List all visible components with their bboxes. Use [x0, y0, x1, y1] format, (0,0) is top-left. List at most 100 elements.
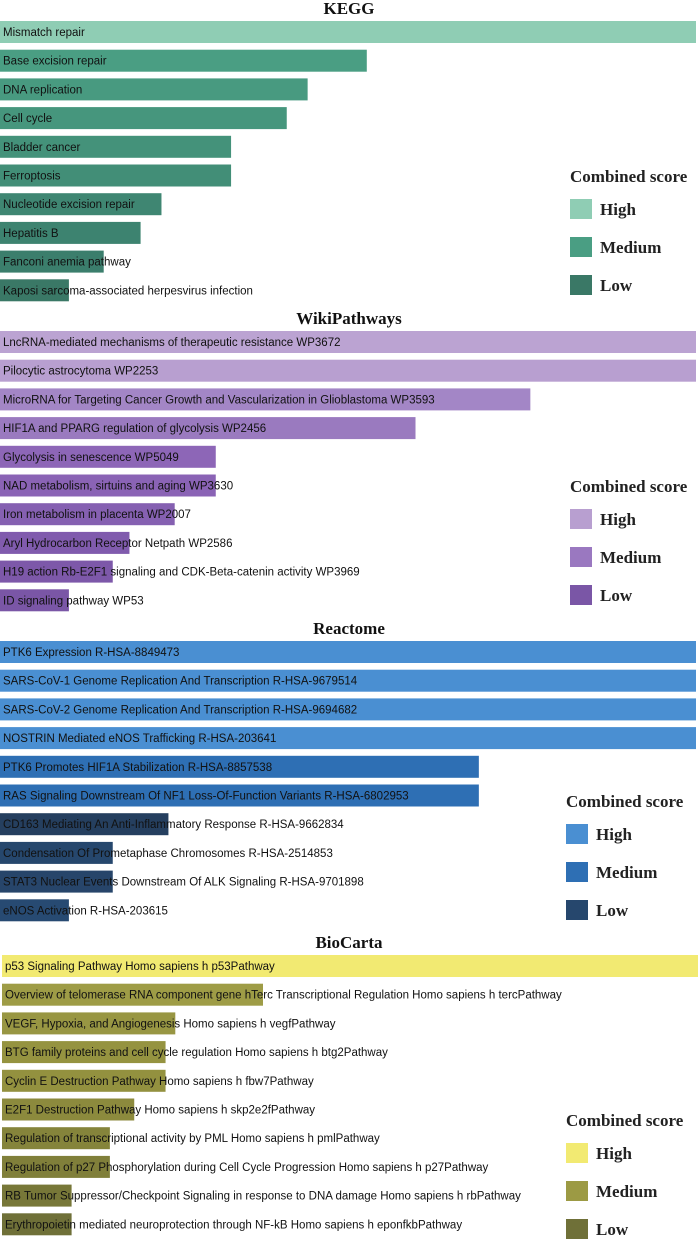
bar-kegg-0	[0, 21, 696, 43]
panel-biocarta: BioCarta p53 Signaling Pathway Homo sapie…	[2, 933, 698, 1239]
bar-wikipathways-3	[0, 417, 416, 440]
bar-label-reactome-2: SARS-CoV-2 Genome Replication And Transc…	[3, 704, 357, 716]
legend-title-kegg: Combined score	[570, 167, 688, 186]
bar-biocarta-0	[2, 955, 698, 977]
bar-reactome-8	[0, 870, 113, 893]
panel-title-reactome: Reactome	[313, 619, 385, 638]
bar-label-reactome-6: CD163 Mediating An Anti-Inflammatory Res…	[3, 819, 344, 831]
legend-swatch-reactome-high	[566, 824, 588, 844]
bar-label-biocarta-2: VEGF, Hypoxia, and Angiogenesis Homo sap…	[5, 1018, 336, 1030]
legend-label-wikipathways-low: Low	[600, 586, 633, 605]
legend-label-biocarta-medium: Medium	[596, 1182, 657, 1201]
bar-biocarta-5	[2, 1098, 135, 1121]
legend-label-kegg-low: Low	[600, 276, 633, 295]
legend-title-biocarta: Combined score	[566, 1111, 684, 1130]
panel-title-kegg: KEGG	[323, 0, 374, 18]
bar-wikipathways-8	[0, 560, 113, 583]
bar-label-biocarta-5: E2F1 Destruction Pathway Homo sapiens h …	[5, 1105, 315, 1117]
bar-reactome-7	[0, 841, 113, 864]
legend-label-reactome-low: Low	[596, 901, 629, 920]
bar-label-wikipathways-3: HIF1A and PPARG regulation of glycolysis…	[3, 423, 266, 435]
bar-wikipathways-9	[0, 589, 69, 612]
bar-biocarta-7	[2, 1155, 110, 1178]
bar-kegg-5	[0, 164, 232, 187]
bar-label-wikipathways-4: Glycolysis in senescence WP5049	[3, 452, 179, 464]
bar-label-wikipathways-0: LncRNA-mediated mechanisms of therapeuti…	[3, 337, 341, 349]
bar-biocarta-8	[2, 1184, 72, 1207]
legend-label-kegg-high: High	[600, 200, 636, 219]
legend-swatch-kegg-low	[570, 275, 592, 295]
bar-reactome-5	[0, 784, 479, 807]
bar-biocarta-2	[2, 1012, 176, 1035]
bar-label-kegg-1: Base excision repair	[3, 56, 107, 68]
legend-swatch-biocarta-low	[566, 1219, 588, 1239]
bar-label-biocarta-4: Cyclin E Destruction Pathway Homo sapien…	[5, 1076, 314, 1088]
bar-wikipathways-0	[0, 331, 696, 353]
bar-label-wikipathways-7: Aryl Hydrocarbon Receptor Netpath WP2586	[3, 538, 232, 550]
legend-label-biocarta-high: High	[596, 1144, 632, 1163]
bar-label-biocarta-9: Erythropoietin mediated neuroprotection …	[5, 1219, 462, 1231]
legend-label-reactome-high: High	[596, 825, 632, 844]
bar-wikipathways-1	[0, 359, 696, 382]
bar-label-kegg-2: DNA replication	[3, 84, 82, 96]
legend-title-wikipathways: Combined score	[570, 477, 688, 496]
bar-reactome-6	[0, 813, 169, 836]
bar-reactome-0	[0, 641, 696, 663]
panel-title-biocarta: BioCarta	[315, 933, 383, 952]
bar-label-biocarta-1: Overview of telomerase RNA component gen…	[5, 990, 562, 1002]
legend-swatch-reactome-medium	[566, 862, 588, 882]
bar-kegg-6	[0, 193, 162, 216]
bar-wikipathways-6	[0, 503, 175, 526]
bar-wikipathways-7	[0, 531, 130, 554]
bar-label-biocarta-8: RB Tumor Suppressor/Checkpoint Signaling…	[5, 1191, 521, 1203]
bar-label-reactome-5: RAS Signaling Downstream Of NF1 Loss-Of-…	[3, 791, 409, 803]
bar-reactome-1	[0, 669, 696, 692]
bar-label-reactome-3: NOSTRIN Mediated eNOS Trafficking R-HSA-…	[3, 733, 276, 745]
legend-label-wikipathways-medium: Medium	[600, 548, 661, 567]
bar-biocarta-3	[2, 1041, 166, 1064]
bar-label-biocarta-0: p53 Signaling Pathway Homo sapiens h p53…	[5, 961, 275, 973]
legend-swatch-biocarta-high	[566, 1143, 588, 1163]
bar-label-kegg-4: Bladder cancer	[3, 142, 81, 154]
bar-kegg-1	[0, 49, 367, 72]
bar-label-reactome-0: PTK6 Expression R-HSA-8849473	[3, 647, 179, 659]
bar-label-wikipathways-2: MicroRNA for Targeting Cancer Growth and…	[3, 394, 435, 406]
panel-wikipathways: WikiPathways LncRNA-mediated mechanisms o…	[0, 309, 696, 612]
bar-biocarta-4	[2, 1069, 166, 1092]
legend-label-kegg-medium: Medium	[600, 238, 661, 257]
bar-biocarta-9	[2, 1213, 72, 1236]
bar-label-biocarta-6: Regulation of transcriptional activity b…	[5, 1133, 380, 1145]
bar-label-wikipathways-8: H19 action Rb-E2F1 signaling and CDK-Bet…	[3, 567, 360, 579]
legend-label-biocarta-low: Low	[596, 1220, 629, 1239]
panel-kegg: KEGG Mismatch repair Base excision repair D…	[0, 0, 696, 302]
panel-title-wikipathways: WikiPathways	[296, 309, 402, 328]
bar-reactome-9	[0, 899, 69, 922]
bar-label-kegg-6: Nucleotide excision repair	[3, 199, 135, 211]
bar-label-kegg-3: Cell cycle	[3, 113, 52, 125]
bar-label-wikipathways-9: ID signaling pathway WP53	[3, 595, 144, 607]
bar-kegg-4	[0, 135, 232, 158]
bar-biocarta-1	[2, 983, 263, 1006]
bar-label-reactome-7: Condensation Of Prometaphase Chromosomes…	[3, 848, 333, 860]
bar-label-kegg-7: Hepatitis B	[3, 228, 59, 240]
legend-title-reactome: Combined score	[566, 792, 684, 811]
bar-wikipathways-5	[0, 474, 216, 497]
bar-kegg-8	[0, 250, 104, 273]
panel-reactome: Reactome PTK6 Expression R-HSA-8849473 SAR…	[0, 619, 696, 922]
bar-kegg-9	[0, 279, 69, 302]
bar-label-kegg-5: Ferroptosis	[3, 171, 61, 183]
legend-swatch-wikipathways-high	[570, 509, 592, 529]
bar-label-reactome-9: eNOS Activation R-HSA-203615	[3, 905, 168, 917]
legend-swatch-biocarta-medium	[566, 1181, 588, 1201]
legend-label-reactome-medium: Medium	[596, 863, 657, 882]
bar-biocarta-6	[2, 1127, 110, 1150]
bar-label-biocarta-7: Regulation of p27 Phosphorylation during…	[5, 1162, 489, 1174]
bar-label-reactome-8: STAT3 Nuclear Events Downstream Of ALK S…	[3, 877, 364, 889]
legend-swatch-wikipathways-medium	[570, 547, 592, 567]
legend-swatch-reactome-low	[566, 900, 588, 920]
bar-kegg-3	[0, 107, 287, 130]
legend-swatch-kegg-medium	[570, 237, 592, 257]
bar-label-kegg-0: Mismatch repair	[3, 27, 85, 39]
